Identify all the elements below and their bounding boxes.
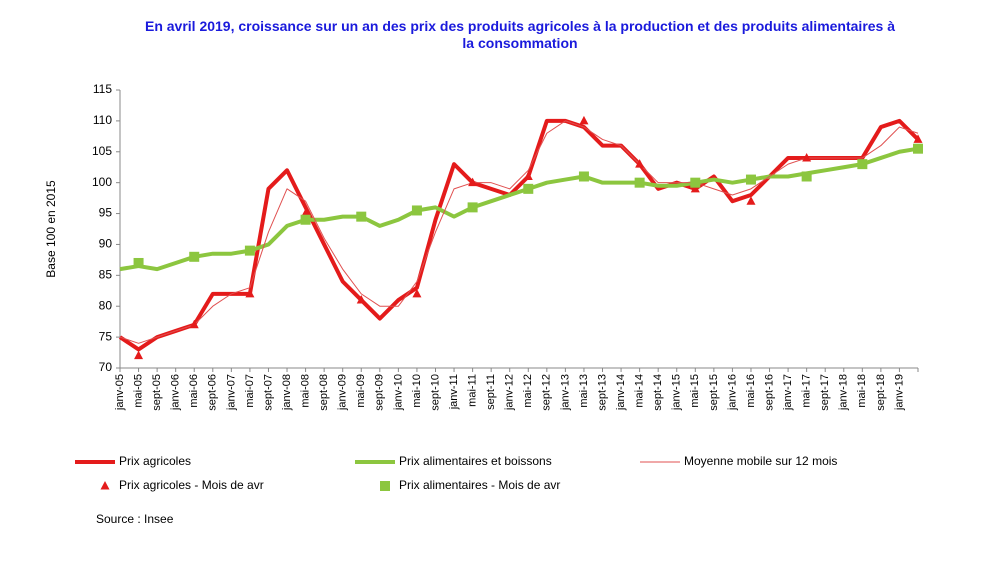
series-marker	[356, 211, 367, 222]
x-tick-label: janv-18	[838, 374, 850, 411]
legend-label: Moyenne mobile sur 12 mois	[684, 454, 837, 468]
x-tick-label: sept-06	[207, 374, 219, 411]
series-marker	[133, 257, 144, 268]
y-tick-label: 105	[92, 144, 112, 158]
series-marker	[134, 350, 144, 360]
series-marker	[523, 171, 533, 180]
series-marker	[578, 171, 589, 182]
series-line	[119, 146, 919, 272]
series-marker	[745, 174, 756, 185]
x-tick-label: mai-15	[689, 374, 701, 408]
y-tick-label: 110	[93, 113, 112, 127]
series-marker	[356, 295, 366, 304]
series-marker	[801, 171, 812, 182]
x-tick-label: sept-09	[374, 374, 386, 411]
series-marker	[634, 177, 645, 188]
x-tick-label: mai-11	[467, 374, 479, 407]
series-marker	[802, 152, 812, 162]
x-tick-label: sept-16	[763, 374, 775, 411]
series-marker	[523, 183, 534, 194]
x-tick-label: janv-16	[726, 374, 738, 411]
x-tick-label: mai-05	[132, 374, 144, 408]
x-tick-label: mai-14	[634, 374, 646, 408]
y-tick-label: 80	[99, 298, 113, 312]
x-tick-label: janv-14	[615, 374, 627, 411]
x-tick-label: sept-14	[652, 374, 664, 411]
x-tick-label: janv-06	[170, 374, 182, 411]
series-marker	[635, 159, 645, 168]
chart-title: En avril 2019, croissance sur un an des …	[144, 18, 896, 51]
y-tick-label: 95	[99, 206, 113, 220]
x-tick-label: janv-09	[337, 374, 349, 411]
x-tick-label: janv-10	[392, 374, 404, 411]
x-tick-label: janv-11	[448, 374, 460, 410]
series-line	[119, 120, 919, 344]
x-tick-label: janv-08	[281, 374, 293, 411]
x-tick-label: mai-06	[188, 374, 200, 408]
x-tick-label: janv-05	[114, 374, 126, 411]
legend-label: Prix agricoles - Mois de avr	[119, 478, 264, 492]
series-marker	[245, 288, 255, 298]
y-tick-label: 70	[99, 360, 113, 374]
x-tick-label: janv-12	[504, 374, 516, 411]
x-tick-label: janv-07	[225, 374, 237, 411]
series-marker	[468, 177, 478, 187]
legend-swatch	[380, 481, 390, 491]
y-tick-label: 75	[99, 329, 113, 343]
series-marker	[412, 288, 422, 298]
series-marker	[579, 115, 589, 125]
series-marker	[467, 202, 478, 213]
x-tick-label: sept-05	[151, 374, 163, 411]
x-tick-label: mai-07	[244, 374, 256, 408]
x-tick-label: mai-08	[299, 374, 311, 408]
x-tick-label: sept-15	[708, 374, 720, 411]
y-tick-label: 100	[92, 175, 112, 189]
series-marker	[189, 251, 200, 262]
series-marker	[244, 245, 255, 256]
legend-label: Prix alimentaires - Mois de avr	[399, 478, 560, 492]
x-tick-label: mai-18	[856, 374, 868, 408]
x-tick-label: sept-12	[541, 374, 553, 411]
x-tick-label: sept-08	[318, 374, 330, 411]
x-tick-label: janv-13	[559, 374, 571, 411]
series-marker	[411, 205, 422, 216]
x-tick-label: mai-13	[578, 374, 590, 408]
legend-label: Prix agricoles	[119, 454, 191, 468]
series-marker	[913, 143, 923, 154]
series-marker	[189, 319, 199, 329]
source: Source : Insee	[96, 512, 174, 526]
series-marker	[746, 196, 756, 205]
x-tick-label: janv-19	[893, 374, 905, 411]
series-line	[118, 118, 920, 352]
y-axis-title: Base 100 en 2015	[44, 180, 58, 278]
y-tick-label: 85	[99, 268, 113, 282]
series-marker	[300, 214, 311, 225]
x-tick-label: janv-15	[671, 374, 683, 411]
x-tick-label: sept-10	[429, 374, 441, 411]
series-marker	[690, 177, 701, 188]
series-marker	[913, 134, 923, 143]
x-tick-label: mai-12	[522, 374, 534, 408]
x-tick-label: sept-13	[596, 374, 608, 411]
x-tick-label: sept-18	[875, 374, 887, 411]
x-tick-label: sept-07	[262, 374, 274, 411]
x-tick-label: mai-17	[801, 374, 813, 408]
y-tick-label: 115	[93, 82, 112, 96]
x-tick-label: sept-17	[819, 374, 831, 411]
legend-label: Prix alimentaires et boissons	[399, 454, 552, 468]
series-marker	[857, 159, 868, 170]
x-tick-label: sept-11	[485, 374, 497, 410]
x-tick-label: janv-17	[782, 374, 794, 411]
series-marker	[690, 183, 700, 193]
x-tick-label: mai-09	[355, 374, 367, 408]
legend-swatch	[100, 481, 110, 490]
x-tick-label: mai-16	[745, 374, 757, 408]
y-tick-label: 90	[99, 237, 113, 251]
x-tick-label: mai-10	[411, 374, 423, 408]
